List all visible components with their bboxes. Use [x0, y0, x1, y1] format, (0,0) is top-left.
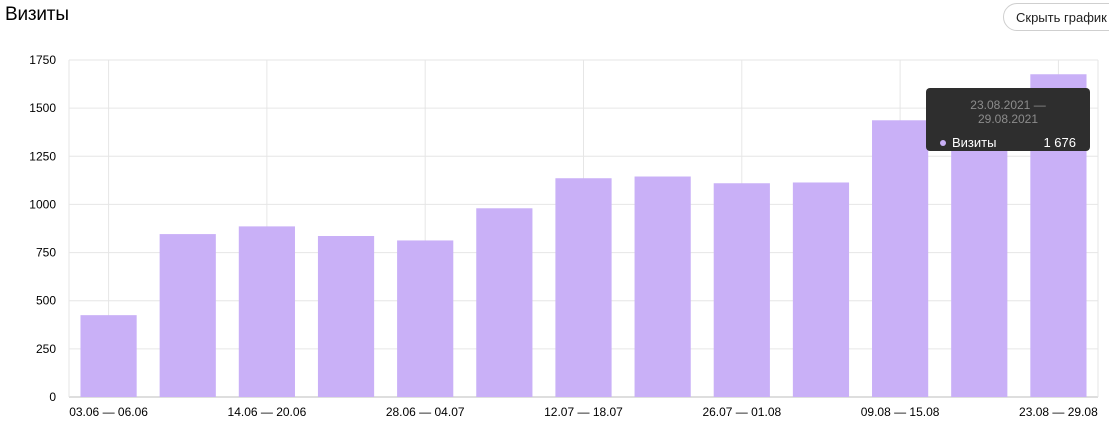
y-tick-label: 500 [36, 294, 56, 308]
bar[interactable] [317, 236, 375, 397]
y-tick-label: 1750 [29, 53, 56, 67]
x-axis-ticks: 03.06 — 06.06 14.06 — 20.06 28.06 — 04.07 1… [69, 405, 1098, 419]
bar[interactable] [555, 178, 612, 397]
page-title: Визиты [5, 4, 69, 25]
bar[interactable] [476, 208, 533, 397]
bar[interactable] [872, 120, 929, 398]
tooltip-value: 1 676 [1043, 135, 1076, 150]
y-tick-label: 250 [36, 342, 56, 356]
x-tick-label: 23.08 — 29.08 [1019, 405, 1098, 419]
bar[interactable] [713, 183, 770, 397]
bar[interactable] [238, 226, 295, 397]
y-tick-label: 750 [36, 246, 56, 260]
x-tick-label: 26.07 — 01.08 [702, 405, 781, 419]
y-tick-label: 1500 [29, 101, 56, 115]
x-tick-label: 09.08 — 15.08 [861, 405, 940, 419]
x-tick-label: 14.06 — 20.06 [228, 405, 307, 419]
y-tick-label: 1250 [29, 149, 56, 163]
hide-chart-button[interactable]: Скрыть график [1003, 3, 1109, 31]
bar[interactable] [634, 176, 691, 397]
tooltip-series-name: Визиты [952, 135, 997, 150]
tooltip-series-dot [940, 139, 946, 146]
chart-bars [80, 74, 1087, 398]
y-tick-label: 0 [49, 390, 56, 404]
x-tick-label: 28.06 — 04.07 [386, 405, 465, 419]
chart-tooltip: 23.08.2021 — 29.08.2021 Визиты 1 676 [926, 88, 1090, 151]
bar[interactable] [397, 240, 454, 397]
bar[interactable] [80, 315, 137, 397]
y-axis-ticks: 0 250 500 750 1000 1250 1500 1750 [29, 53, 56, 404]
tooltip-date-range: 23.08.2021 — 29.08.2021 [970, 98, 1046, 126]
x-tick-label: 03.06 — 06.06 [69, 405, 148, 419]
bar[interactable] [792, 182, 850, 397]
bar[interactable] [951, 108, 1008, 398]
y-tick-label: 1000 [29, 197, 56, 211]
bar[interactable] [159, 234, 216, 397]
x-tick-label: 12.07 — 18.07 [544, 405, 623, 419]
